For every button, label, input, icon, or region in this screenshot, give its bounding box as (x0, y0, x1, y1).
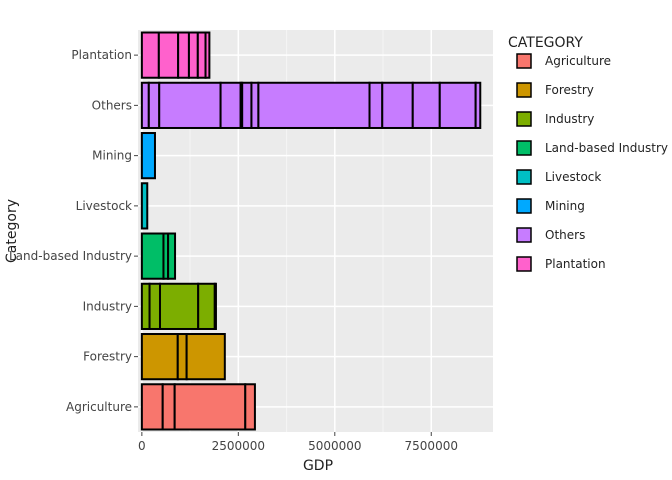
legend-swatch (516, 198, 532, 214)
bar-segment-others (411, 81, 441, 129)
bar-segment-agriculture (173, 383, 247, 431)
bar-segment-others (219, 81, 242, 129)
legend-label: Land-based Industry (545, 141, 668, 155)
x-tick-label: 7500000 (405, 439, 458, 453)
legend-label: Livestock (545, 170, 601, 184)
bar-segment-plantation (187, 31, 199, 79)
legend-swatch (516, 140, 532, 156)
bar-segment-others (257, 81, 371, 129)
bar-segment-others (140, 81, 150, 129)
bar-segment-plantation (157, 31, 180, 79)
bar-segment-others (381, 81, 414, 129)
y-axis-ticks: Agriculture Forestry Industry Land-based In… (9, 48, 138, 414)
bars (140, 31, 482, 431)
bar-segment-forestry (176, 333, 188, 381)
legend-swatch (516, 169, 532, 185)
y-tick-label: Plantation (71, 48, 132, 62)
legend-title: CATEGORY (508, 35, 583, 51)
bar-segment-industry (197, 282, 216, 330)
legend-swatch (516, 227, 532, 243)
legend-label: Plantation (545, 257, 606, 271)
y-axis-title: Category (4, 199, 20, 263)
legend-label: Industry (545, 112, 594, 126)
x-tick-label: 2500000 (212, 439, 265, 453)
bar-segment-plantation (196, 31, 207, 79)
legend-label: Others (545, 228, 585, 242)
x-axis-title: GDP (303, 458, 333, 474)
bar-segment-agriculture (161, 383, 176, 431)
y-tick-label: Livestock (76, 199, 132, 213)
bar-segment-agriculture (244, 383, 256, 431)
y-tick-label: Forestry (83, 350, 132, 364)
bar-segment-livestock (140, 182, 149, 230)
bar-segment-plantation (177, 31, 190, 79)
legend-label: Agriculture (545, 54, 611, 68)
legend-swatch (516, 82, 532, 98)
legend-label: Forestry (545, 83, 594, 97)
x-tick-label: 0 (138, 439, 146, 453)
legend: Agriculture Forestry Industry Land-based In… (516, 53, 668, 272)
bar-segment-others (474, 81, 482, 129)
bar-segment-land-based-industry (167, 232, 177, 280)
bar-segment-forestry (140, 333, 179, 381)
bar-segment-industry (158, 282, 200, 330)
bar-segment-industry (140, 282, 151, 330)
bar-segment-others (438, 81, 477, 129)
x-tick-label: 5000000 (308, 439, 361, 453)
bar-segment-industry (213, 282, 217, 330)
bar-segment-mining (140, 132, 156, 180)
bar-segment-forestry (185, 333, 226, 381)
bar-segment-others (147, 81, 161, 129)
bar-segment-industry (148, 282, 161, 330)
bar-segment-plantation (140, 31, 160, 79)
bar-segment-land-based-industry (140, 232, 165, 280)
y-tick-label: Others (92, 98, 132, 112)
legend-swatch (516, 256, 532, 272)
legend-swatch (516, 111, 532, 127)
bar-segment-others (158, 81, 222, 129)
x-axis-ticks: 0 2500000 5000000 7500000 (138, 432, 458, 453)
bar-segment-plantation (204, 31, 211, 79)
bar-segment-others (241, 81, 253, 129)
legend-swatch (516, 53, 532, 69)
y-tick-label: Industry (83, 299, 132, 313)
bar-segment-agriculture (140, 383, 164, 431)
bar-segment-others (368, 81, 384, 129)
y-tick-label: Agriculture (66, 400, 132, 414)
y-tick-label: Land-based Industry (9, 249, 132, 263)
legend-label: Mining (545, 199, 585, 213)
y-tick-label: Mining (92, 149, 132, 163)
bar-segment-others (250, 81, 260, 129)
